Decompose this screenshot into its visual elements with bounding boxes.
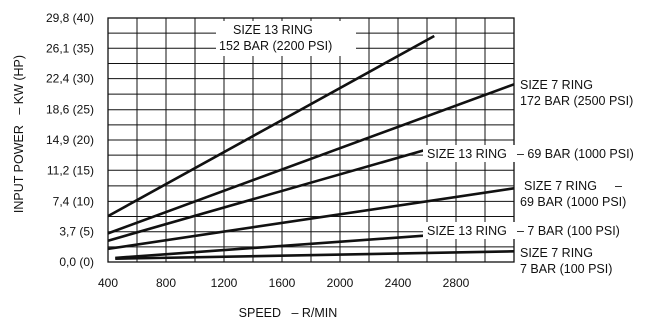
series-lines: [107, 34, 515, 261]
y-axis-label: INPUT POWER – KW (HP): [12, 55, 26, 213]
series-line-5: [115, 233, 435, 260]
y-tick-label: 29,8 (40): [46, 11, 94, 25]
series-annotation: SIZE 7 RING: [520, 78, 593, 92]
series-line-1: [107, 34, 435, 218]
y-tick-label: 14,9 (20): [46, 133, 94, 147]
y-tick-label: 18,6 (25): [46, 103, 94, 117]
series-annotation: – 69 BAR (1000 PSI): [517, 147, 634, 161]
series-annotation: SIZE 13 RING: [427, 147, 507, 161]
x-axis-label: SPEED – R/MIN: [239, 306, 338, 320]
series-line-3: [107, 146, 435, 242]
x-tick-label: 2400: [385, 276, 412, 290]
annotation-background: [423, 145, 515, 162]
plot-frame: [107, 17, 515, 263]
annotation-background: [423, 222, 515, 239]
x-tick-label: 400: [98, 276, 118, 290]
series-annotation: 69 BAR (1000 PSI): [520, 195, 626, 209]
y-tick-label: 22,4 (30): [46, 72, 94, 86]
y-tick-label: 0,0 (0): [59, 255, 94, 269]
plot-border: [107, 17, 515, 263]
series-annotation: SIZE 13 RING: [233, 23, 313, 37]
x-tick-label: 2800: [443, 276, 470, 290]
series-annotation: 7 BAR (100 PSI): [520, 262, 612, 276]
series-annotation: – 7 BAR (100 PSI): [517, 224, 620, 238]
y-tick-label: 7,4 (10): [53, 194, 94, 208]
annotation-background: [216, 21, 356, 56]
series-annotations: SIZE 13 RING 152 BAR (2200 PSI) SIZE 7 RIN…: [216, 21, 634, 276]
x-tick-label: 1200: [211, 276, 238, 290]
series-annotation: 172 BAR (2500 PSI): [520, 94, 633, 108]
series-annotation: SIZE 7 RING: [524, 179, 597, 193]
series-line-6: [115, 250, 515, 261]
series-annotation: SIZE 13 RING: [427, 224, 507, 238]
series-annotation: SIZE 7 RING: [520, 246, 593, 260]
series-annotation: 152 BAR (2200 PSI): [219, 39, 332, 53]
x-tick-label: 800: [156, 276, 176, 290]
series-line-2: [107, 83, 515, 235]
x-tick-label: 2000: [327, 276, 354, 290]
series-line-4: [107, 187, 515, 251]
y-tick-label: 26,1 (35): [46, 41, 94, 55]
x-tick-labels: 400 800 1200 1600 2000 2400 2800: [98, 276, 470, 290]
y-tick-label: 3,7 (5): [59, 225, 94, 239]
y-tick-labels: 0,0 (0) 3,7 (5) 7,4 (10) 11,2 (15) 14,9 (20)…: [46, 11, 94, 269]
series-annotation: –: [615, 179, 622, 193]
y-tick-label: 11,2 (15): [47, 163, 94, 177]
x-tick-label: 1600: [269, 276, 296, 290]
